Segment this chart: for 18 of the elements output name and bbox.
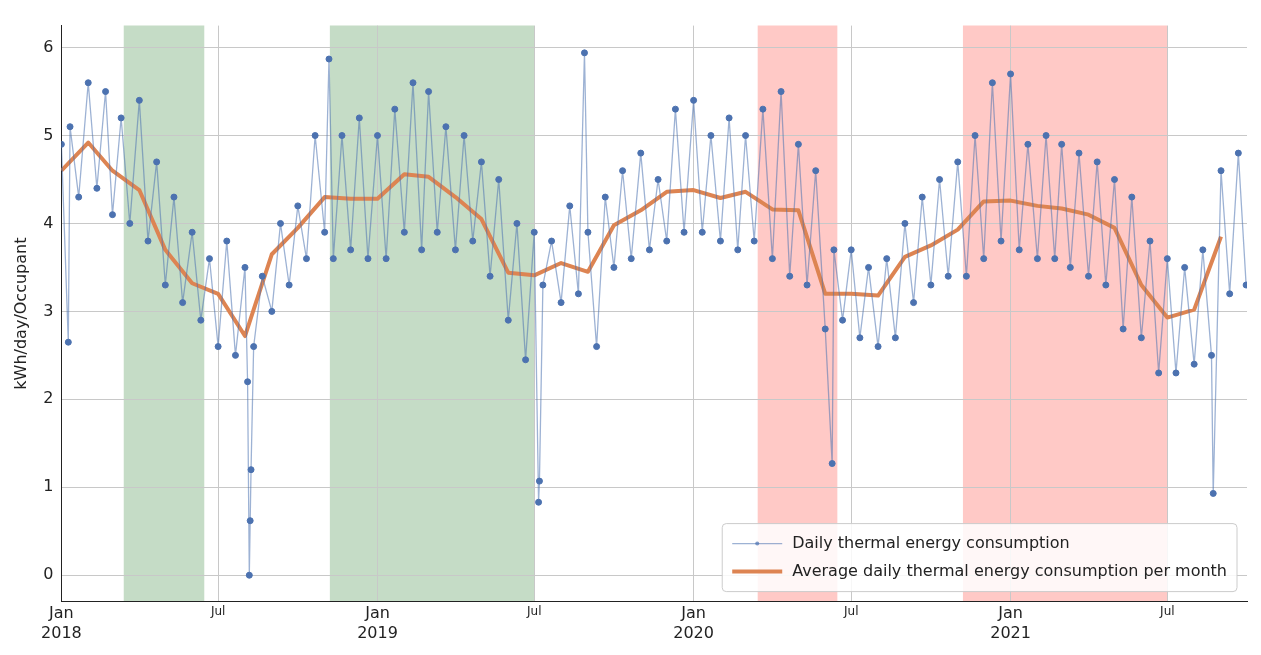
y-tick-label: 2 [43, 388, 54, 408]
x-tick-label: Jul [209, 603, 226, 618]
y-tick-label: 4 [43, 212, 54, 232]
y-tick-label: 0 [43, 564, 54, 584]
legend-label: Daily thermal energy consumption [792, 532, 1070, 552]
y-tick-label: 5 [43, 124, 54, 144]
x-tick-label: Jan 2020 [673, 603, 714, 642]
x-tick-label: Jan 2018 [41, 603, 82, 642]
x-tick-label: Jul [526, 603, 542, 618]
legend-label: Average daily thermal energy consumption per month [792, 560, 1227, 580]
x-tick-label: Jul [842, 603, 859, 618]
y-tick-label: 1 [43, 476, 54, 496]
y-tick-label: 6 [43, 36, 54, 56]
x-tick-label: Jan 2021 [990, 603, 1031, 642]
y-tick-label: 3 [43, 300, 54, 320]
x-tick-label: Jan 2019 [357, 603, 398, 642]
y-axis-title: kWh/day/Occupant [10, 237, 30, 390]
x-tick-label: Jul [1159, 603, 1175, 618]
